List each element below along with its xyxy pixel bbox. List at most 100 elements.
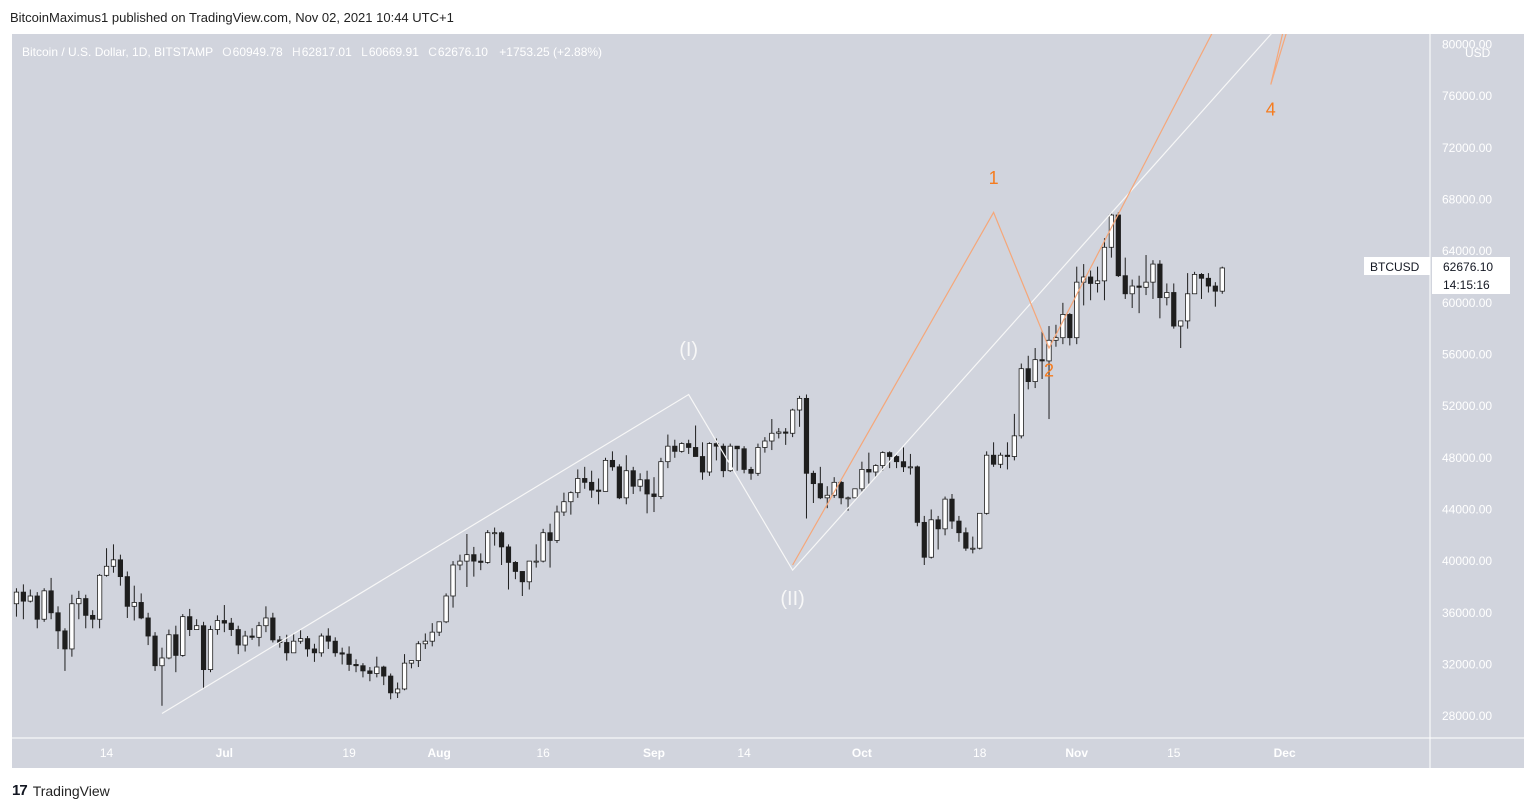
candle-body [1191, 274, 1198, 295]
candle-body [1136, 285, 1142, 288]
wave-minor-label: 4 [1266, 100, 1276, 120]
candle-body [221, 620, 227, 624]
candle-body [803, 397, 810, 474]
candle-body [374, 666, 380, 674]
candle [547, 523, 553, 568]
candle-body [873, 465, 879, 473]
y-tick-label: 40000.00 [1442, 554, 1492, 568]
open-value: 60949.78 [232, 45, 283, 59]
candle [810, 470, 817, 504]
candle [381, 665, 387, 686]
candle-body [263, 617, 269, 627]
candle-body [1212, 285, 1218, 292]
candle [1143, 255, 1149, 296]
candle [1032, 348, 1038, 389]
candle [422, 633, 428, 649]
candle-body [408, 660, 415, 664]
candle-body [83, 598, 89, 616]
candle [200, 621, 207, 689]
candle-body [1032, 359, 1038, 383]
candle-body [741, 448, 747, 470]
candle [69, 594, 75, 657]
candle [893, 455, 900, 469]
candle-body [1094, 280, 1101, 284]
candle-body [27, 595, 33, 602]
candle-body [41, 590, 47, 620]
candle [332, 637, 338, 657]
candle [159, 647, 165, 706]
candle-body [173, 634, 179, 656]
candle [956, 515, 962, 542]
candle-body [956, 520, 962, 534]
candles-layer [13, 212, 1225, 706]
candle-body [755, 447, 761, 474]
candle [457, 554, 463, 571]
candle [325, 628, 331, 649]
y-tick-label: 36000.00 [1442, 606, 1492, 620]
candle-body [485, 532, 491, 563]
candle-body [124, 576, 130, 607]
candle [360, 663, 366, 678]
candle [1025, 355, 1031, 390]
candle [990, 442, 997, 467]
candle-body [977, 512, 983, 549]
candle [1136, 275, 1142, 314]
candle-body [651, 493, 657, 497]
candle-body [200, 625, 207, 671]
candle-body [394, 688, 401, 694]
candle-body [866, 469, 872, 473]
candle [318, 633, 324, 657]
candle [284, 634, 290, 661]
candle-body [55, 612, 61, 632]
candle-body [561, 501, 567, 513]
candle-body [471, 554, 477, 562]
candle [568, 491, 574, 515]
candle-body [1150, 263, 1156, 283]
candle-body [790, 409, 796, 434]
x-tick-label: 14 [100, 746, 114, 760]
candle-body [893, 456, 900, 463]
candle-body [679, 443, 685, 452]
close-value: 62676.10 [437, 45, 488, 59]
candle [117, 554, 123, 586]
symbol-legend: Bitcoin / U.S. Dollar, 1D, BITSTAMP O609… [22, 45, 602, 59]
candle [90, 610, 96, 629]
candle-body [166, 634, 172, 659]
candle [1205, 273, 1212, 293]
candle-body [1101, 246, 1108, 282]
candle-body [194, 625, 200, 630]
candle [727, 443, 733, 473]
candle-body [1185, 293, 1191, 322]
candle [492, 527, 498, 546]
candle-body [914, 466, 920, 523]
candle-body [117, 559, 123, 578]
candle-body [838, 481, 844, 499]
candle-body [97, 574, 103, 620]
candle-body [644, 479, 650, 495]
candle-body [388, 675, 394, 694]
candle-body [796, 397, 803, 411]
candle [41, 588, 47, 622]
symbol-title: Bitcoin / U.S. Dollar, 1D, BITSTAMP [22, 45, 213, 59]
candle-body [249, 635, 255, 638]
candle [1018, 363, 1024, 439]
candle-body [353, 664, 359, 667]
candle-body [665, 445, 671, 463]
candle [297, 629, 304, 644]
candle [1108, 212, 1114, 258]
candle [561, 492, 567, 516]
candle [1115, 212, 1121, 277]
candle [706, 442, 713, 476]
candle [311, 643, 318, 662]
high-label: H [292, 45, 301, 59]
candle-body [907, 466, 914, 469]
candle [554, 505, 560, 544]
x-tick-label: 14 [737, 746, 751, 760]
candle-body [332, 640, 338, 654]
candle-body [720, 445, 726, 472]
candle-body [727, 445, 733, 472]
wave-minor-line [792, 34, 1287, 566]
candle-body [1178, 320, 1184, 327]
candle-body [783, 431, 789, 434]
